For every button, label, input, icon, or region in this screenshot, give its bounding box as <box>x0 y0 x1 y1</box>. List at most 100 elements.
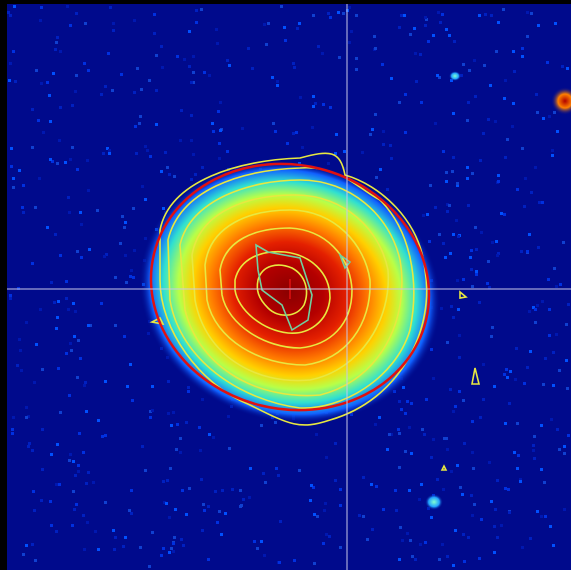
noise-pixel <box>72 302 75 305</box>
noise-pixel <box>192 71 195 74</box>
noise-pixel <box>426 213 429 216</box>
noise-pixel <box>538 201 541 204</box>
noise-pixel <box>54 233 57 236</box>
noise-pixel <box>521 55 524 58</box>
noise-pixel <box>467 101 470 104</box>
noise-pixel <box>563 508 566 511</box>
noise-pixel <box>321 52 324 55</box>
noise-pixel <box>312 105 315 108</box>
noise-pixel <box>25 416 28 419</box>
noise-pixel <box>271 76 274 79</box>
noise-pixel <box>541 201 544 204</box>
noise-pixel <box>130 489 133 492</box>
noise-pixel <box>350 30 353 33</box>
noise-pixel <box>144 237 147 240</box>
noise-pixel <box>160 45 163 48</box>
noise-pixel <box>25 321 28 324</box>
noise-pixel <box>202 503 205 506</box>
noise-pixel <box>75 74 78 77</box>
noise-pixel <box>40 499 43 502</box>
noise-pixel <box>528 233 531 236</box>
noise-pixel <box>279 520 282 523</box>
noise-pixel <box>379 168 382 171</box>
noise-pixel <box>397 428 400 431</box>
noise-pixel <box>218 142 221 145</box>
noise-pixel <box>534 321 537 324</box>
noise-pixel <box>505 368 508 371</box>
noise-pixel <box>562 241 565 244</box>
noise-pixel <box>494 508 497 511</box>
noise-pixel <box>174 508 177 511</box>
noise-pixel <box>48 94 51 97</box>
noise-pixel <box>144 198 147 201</box>
noise-pixel <box>149 416 152 419</box>
noise-pixel <box>134 125 137 128</box>
noise-pixel <box>482 363 485 366</box>
noise-pixel <box>355 14 358 17</box>
noise-pixel <box>355 57 358 60</box>
noise-pixel <box>114 324 117 327</box>
noise-pixel <box>187 386 190 389</box>
noise-pixel <box>274 130 277 133</box>
noise-pixel <box>190 81 193 84</box>
noise-pixel <box>119 242 122 245</box>
noise-pixel <box>180 538 183 541</box>
noise-pixel <box>424 16 427 19</box>
noise-pixel <box>325 456 328 459</box>
noise-pixel <box>33 381 36 384</box>
noise-pixel <box>500 212 503 215</box>
noise-pixel <box>104 434 107 437</box>
noise-pixel <box>71 524 74 527</box>
noise-pixel <box>355 68 358 71</box>
noise-pixel <box>34 559 37 562</box>
noise-pixel <box>283 26 286 29</box>
noise-pixel <box>277 474 280 477</box>
noise-pixel <box>162 480 165 483</box>
noise-pixel <box>311 126 314 129</box>
noise-pixel <box>470 494 473 497</box>
noise-pixel <box>462 63 465 66</box>
noise-pixel <box>550 418 553 421</box>
noise-pixel <box>8 79 11 82</box>
noise-pixel <box>40 6 43 9</box>
noise-pixel <box>188 65 191 68</box>
noise-pixel <box>504 79 507 82</box>
noise-pixel <box>179 451 182 454</box>
noise-pixel <box>153 13 156 16</box>
noise-pixel <box>548 308 551 311</box>
noise-pixel <box>56 443 59 446</box>
noise-pixel <box>66 5 69 8</box>
noise-pixel <box>369 133 372 136</box>
noise-pixel <box>176 55 179 58</box>
noise-pixel <box>28 442 31 445</box>
noise-pixel <box>126 385 129 388</box>
noise-pixel <box>408 489 411 492</box>
noise-pixel <box>31 543 34 546</box>
noise-pixel <box>155 89 158 92</box>
noise-pixel <box>183 58 186 61</box>
noise-pixel <box>130 512 133 515</box>
noise-pixel <box>123 335 126 338</box>
noise-pixel <box>172 550 175 553</box>
noise-pixel <box>358 514 361 517</box>
noise-pixel <box>176 423 179 426</box>
noise-pixel <box>461 493 464 496</box>
noise-pixel <box>491 241 494 244</box>
noise-pixel <box>404 131 407 134</box>
noise-pixel <box>104 85 107 88</box>
noise-pixel <box>528 310 531 313</box>
noise-pixel <box>121 215 124 218</box>
noise-pixel <box>418 498 421 501</box>
noise-pixel <box>207 505 210 508</box>
noise-pixel <box>203 71 206 74</box>
noise-pixel <box>195 21 198 24</box>
noise-pixel <box>432 438 435 441</box>
noise-pixel <box>342 12 345 15</box>
noise-pixel <box>490 14 493 17</box>
noise-pixel <box>458 390 461 393</box>
noise-pixel <box>77 339 80 342</box>
noise-pixel <box>201 398 204 401</box>
noise-pixel <box>76 168 79 171</box>
noise-pixel <box>470 249 473 252</box>
noise-pixel <box>533 435 536 438</box>
